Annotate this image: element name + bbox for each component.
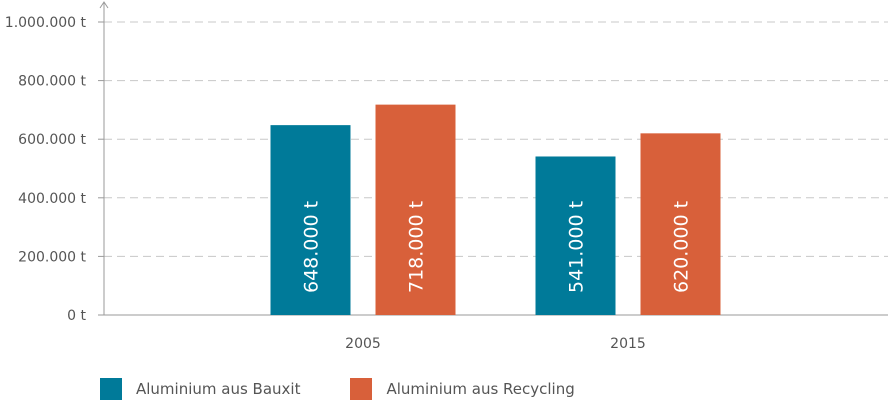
bar [640,133,721,315]
y-tick-label: 0 t [67,308,86,324]
y-tick-label: 200.000 t [18,249,86,265]
y-tick-label: 600.000 t [18,132,86,148]
y-tick-label: 400.000 t [18,191,86,207]
bar-value-label: 620.000 t [671,201,693,293]
legend-label-recycling: Aluminium aus Recycling [386,380,575,398]
y-tick-label: 1.000.000 t [5,15,87,31]
gridlines [104,21,888,257]
bar [375,104,456,315]
x-axis: 2005 2015 [104,314,888,352]
x-category-label: 2015 [610,336,646,352]
legend-item-bauxit: Aluminium aus Bauxit [100,378,300,400]
legend-item-recycling: Aluminium aus Recycling [350,378,575,400]
bar-value-label: 648.000 t [301,201,323,293]
bars [270,104,721,315]
bar [270,125,351,315]
y-axis: 0 t 200.000 t 400.000 t 600.000 t 800.000 t 1… [5,1,109,324]
y-axis-arrow [99,1,109,9]
legend-label-bauxit: Aluminium aus Bauxit [136,380,301,398]
legend: Aluminium aus Bauxit Aluminium aus Recyc… [100,378,625,400]
bar-chart: 0 t 200.000 t 400.000 t 600.000 t 800.000 t 1… [5,1,888,352]
legend-swatch-recycling [350,378,373,400]
bar-value-label: 541.000 t [566,201,588,293]
bar-labels: 648.000 t 718.000 t 541.000 t 620.000 t [301,201,693,293]
bar [535,156,616,315]
x-category-label: 2005 [345,336,381,352]
bar-value-label: 718.000 t [406,201,428,293]
y-tick-label: 800.000 t [18,74,86,90]
legend-swatch-bauxit [100,378,122,400]
